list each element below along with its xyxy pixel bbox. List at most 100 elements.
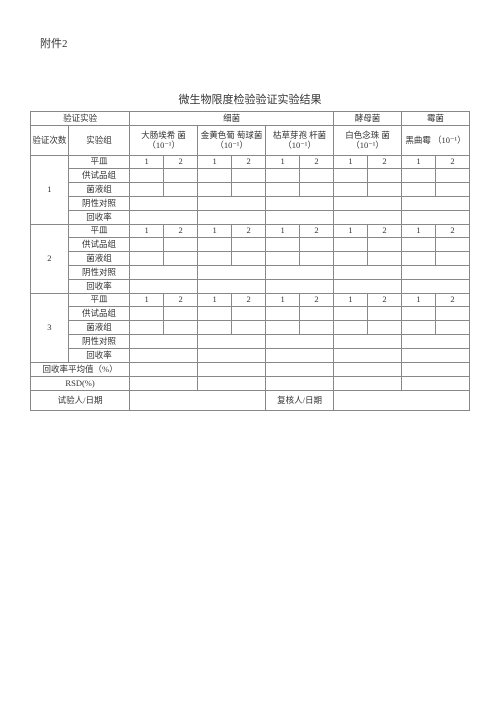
hdr-verify-count: 验证次数: [31, 126, 69, 156]
trial-3-sample: 供试品组: [31, 307, 470, 321]
cell: 1: [266, 156, 300, 169]
cell: [164, 252, 198, 266]
cell: 2: [368, 294, 402, 307]
trial-2-index: 2: [31, 225, 69, 294]
recovery-avg-row: 回收率平均值（%）: [31, 363, 470, 377]
trial-2-recovery: 回收率: [31, 280, 470, 294]
cell: [402, 252, 436, 266]
cell: 2: [300, 225, 334, 238]
cell: [130, 321, 164, 335]
cell: [266, 307, 300, 321]
label-recovery: 回收率: [68, 280, 129, 294]
label-neg: 阴性对照: [68, 266, 129, 280]
cell: [266, 266, 334, 280]
cell: [198, 307, 232, 321]
cell: [130, 183, 164, 197]
cell: [368, 183, 402, 197]
reviewer-value: [334, 391, 470, 411]
cell: [266, 377, 334, 391]
cell: [198, 266, 266, 280]
cell: [266, 211, 334, 225]
hdr-bacillus: 枯草芽孢 杆菌（10⁻¹）: [266, 126, 334, 156]
cell: 2: [164, 294, 198, 307]
label-sample: 供试品组: [68, 307, 129, 321]
trial-2-plate: 2 平皿 12 12 12 12 12: [31, 225, 470, 238]
cell: [402, 377, 470, 391]
cell: [232, 307, 266, 321]
cell: [266, 252, 300, 266]
cell: [300, 238, 334, 252]
cell: 2: [164, 156, 198, 169]
cell: [334, 183, 368, 197]
page-title: 微生物限度检验验证实验结果: [30, 91, 470, 107]
cell: [368, 169, 402, 183]
cell: [198, 238, 232, 252]
cell: 1: [266, 225, 300, 238]
label-reviewer: 复核人/日期: [266, 391, 334, 411]
trial-2-liquid: 菌液组: [31, 252, 470, 266]
cell: [130, 307, 164, 321]
trial-3-plate: 3 平皿 12 12 12 12 12: [31, 294, 470, 307]
cell: 1: [198, 156, 232, 169]
cell: [164, 169, 198, 183]
label-liquid: 菌液组: [68, 183, 129, 197]
cell: [232, 183, 266, 197]
cell: [334, 363, 402, 377]
hdr-exp-group: 实验组: [68, 126, 129, 156]
label-neg: 阴性对照: [68, 335, 129, 349]
cell: 1: [198, 225, 232, 238]
cell: 1: [402, 156, 436, 169]
cell: [334, 211, 402, 225]
cell: [368, 321, 402, 335]
signature-row: 试验人/日期 复核人/日期: [31, 391, 470, 411]
cell: 1: [266, 294, 300, 307]
trial-2-sample: 供试品组: [31, 238, 470, 252]
cell: [436, 169, 470, 183]
results-table: 验证实验 细菌 酵母菌 霉菌 验证次数 实验组 大肠埃希 菌（10⁻¹） 金黄色…: [30, 111, 470, 411]
cell: 2: [368, 156, 402, 169]
cell: [198, 335, 266, 349]
cell: [334, 335, 402, 349]
cell: [266, 280, 334, 294]
cell: [300, 169, 334, 183]
cell: [402, 169, 436, 183]
cell: [164, 321, 198, 335]
hdr-yeast: 酵母菌: [334, 112, 402, 126]
header-row-1: 验证实验 细菌 酵母菌 霉菌: [31, 112, 470, 126]
hdr-staph: 金黄色葡 萄球菌 （10⁻¹）: [198, 126, 266, 156]
cell: [130, 169, 164, 183]
cell: 2: [300, 294, 334, 307]
cell: [266, 183, 300, 197]
cell: [402, 211, 470, 225]
cell: 2: [436, 156, 470, 169]
cell: [232, 321, 266, 335]
trial-3-neg: 阴性对照: [31, 335, 470, 349]
cell: 1: [130, 156, 164, 169]
label-recovery-avg: 回收率平均值（%）: [31, 363, 130, 377]
cell: [266, 335, 334, 349]
cell: [232, 238, 266, 252]
cell: [266, 321, 300, 335]
label-liquid: 菌液组: [68, 321, 129, 335]
cell: [368, 238, 402, 252]
cell: [198, 363, 266, 377]
cell: [300, 183, 334, 197]
cell: [402, 335, 470, 349]
cell: [334, 321, 368, 335]
cell: 2: [436, 225, 470, 238]
cell: [198, 280, 266, 294]
trial-1-neg: 阴性对照: [31, 197, 470, 211]
cell: [402, 280, 470, 294]
cell: [266, 169, 300, 183]
label-plate: 平皿: [68, 225, 129, 238]
cell: [334, 238, 368, 252]
cell: [402, 238, 436, 252]
cell: [130, 349, 198, 363]
attachment-label: 附件2: [40, 35, 470, 51]
cell: 1: [130, 225, 164, 238]
cell: 1: [334, 225, 368, 238]
cell: [130, 252, 164, 266]
hdr-candida: 白色念珠 菌（10⁻¹）: [334, 126, 402, 156]
label-plate: 平皿: [68, 156, 129, 169]
cell: 1: [130, 294, 164, 307]
